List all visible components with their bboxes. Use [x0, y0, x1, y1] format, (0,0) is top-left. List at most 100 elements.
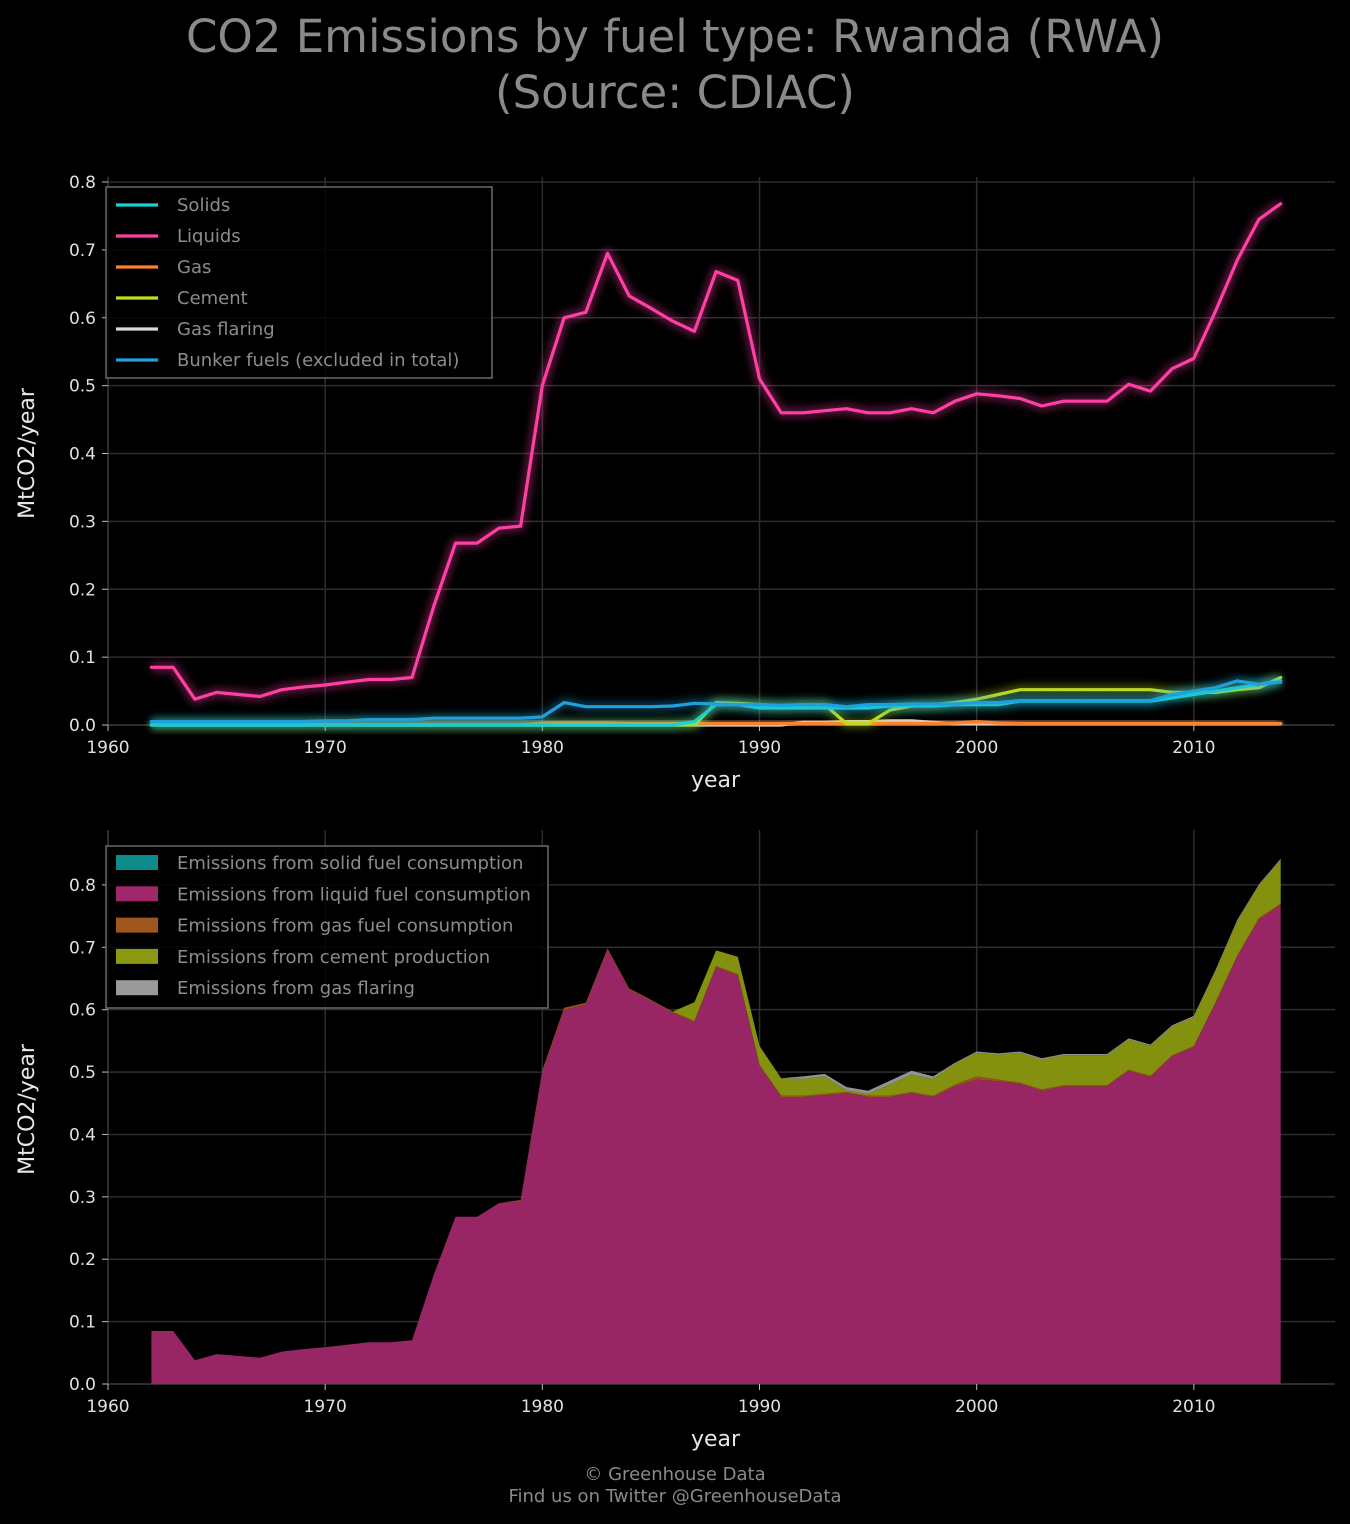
data-point-1-28 — [758, 377, 761, 381]
data-point-5-24 — [671, 704, 674, 708]
data-point-0-14 — [454, 723, 457, 727]
data-point-5-38 — [975, 701, 978, 704]
y-tick-label: 0.4 — [69, 445, 96, 465]
data-point-3-42 — [1062, 688, 1065, 691]
data-point-5-36 — [932, 702, 935, 706]
data-point-2-30 — [801, 722, 805, 725]
data-point-1-0 — [150, 666, 153, 669]
data-point-2-48 — [1192, 722, 1196, 725]
legend-label: Solids — [177, 195, 230, 216]
x-tick-label: 1990 — [738, 1397, 781, 1417]
data-point-1-20 — [584, 311, 587, 314]
y-axis-label: MtCO2/year — [15, 387, 40, 519]
data-point-5-31 — [823, 703, 826, 706]
data-point-1-36 — [932, 411, 935, 414]
data-point-5-5 — [258, 720, 262, 723]
data-point-5-21 — [606, 705, 609, 708]
data-point-5-34 — [888, 703, 892, 706]
chart-title: CO2 Emissions by fuel type: Rwanda (RWA) — [185, 10, 1165, 63]
y-tick-label: 0.6 — [69, 1001, 96, 1021]
legend-swatch — [116, 948, 158, 964]
data-point-1-2 — [193, 698, 197, 701]
data-point-1-37 — [953, 400, 957, 403]
data-point-2-29 — [780, 722, 783, 725]
y-tick-label: 0.3 — [69, 512, 96, 532]
data-point-2-45 — [1127, 722, 1130, 725]
data-point-5-35 — [910, 702, 913, 706]
data-point-1-45 — [1127, 383, 1130, 386]
y-tick-label: 0.8 — [69, 876, 96, 896]
data-point-5-14 — [454, 717, 457, 720]
x-tick-label: 2000 — [955, 738, 998, 758]
data-point-1-9 — [345, 681, 349, 684]
y-axis-label: MtCO2/year — [15, 1043, 40, 1175]
legend-swatch — [116, 855, 158, 870]
data-point-2-40 — [1018, 722, 1022, 725]
data-point-5-22 — [628, 705, 631, 708]
data-point-1-12 — [410, 676, 414, 679]
data-point-5-6 — [280, 720, 283, 723]
data-point-5-2 — [193, 720, 197, 723]
data-point-5-19 — [562, 701, 566, 704]
data-point-0-17 — [519, 723, 522, 727]
data-point-2-35 — [910, 722, 913, 725]
data-point-2-42 — [1062, 722, 1065, 725]
legend-label: Emissions from cement production — [177, 947, 490, 968]
data-point-3-39 — [997, 693, 1000, 696]
legend-box — [105, 845, 549, 1009]
data-point-1-38 — [975, 392, 978, 395]
data-point-5-46 — [1149, 699, 1152, 702]
legend-1: Solids Liquids Gas Cement Gas flaring Bunker … — [105, 186, 493, 379]
y-tick-label: 0.2 — [69, 580, 96, 600]
data-point-1-49 — [1214, 309, 1217, 313]
y-tick-label: 0.1 — [69, 1313, 96, 1333]
x-tick-label: 1960 — [86, 1397, 129, 1417]
data-point-2-36 — [932, 722, 935, 725]
data-point-2-31 — [823, 722, 826, 725]
x-tick-label: 2010 — [1172, 1397, 1215, 1417]
data-point-1-16 — [497, 526, 501, 530]
x-tick-label: 1990 — [738, 738, 781, 758]
y-tick-label: 0.7 — [69, 241, 96, 261]
footer-copyright: © Greenhouse Data — [584, 1464, 766, 1485]
panel-1: 0.0 0.1 0.2 0.3 0.4 0.5 0.6 0.7 0.8 1960 1970 1980 1… — [15, 173, 1335, 793]
data-point-0-23 — [649, 723, 653, 727]
data-point-1-33 — [866, 411, 870, 414]
data-point-1-22 — [628, 294, 631, 298]
y-tick-label: 0.5 — [69, 377, 96, 397]
y-tick-label: 0.2 — [69, 1250, 96, 1270]
data-point-3-41 — [1040, 688, 1044, 691]
legend-swatch — [116, 917, 158, 933]
data-point-1-15 — [475, 541, 479, 545]
data-point-2-51 — [1257, 722, 1261, 725]
data-point-5-51 — [1257, 683, 1261, 686]
data-point-5-7 — [302, 720, 305, 723]
y-tick-label: 0.6 — [69, 309, 96, 329]
data-point-0-16 — [497, 723, 501, 727]
x-tick-label: 1980 — [521, 1397, 564, 1417]
data-point-1-39 — [997, 394, 1000, 398]
legend-label: Emissions from gas fuel consumption — [177, 916, 513, 937]
legend-swatch — [116, 886, 158, 902]
y-tick-label: 0.7 — [69, 938, 96, 958]
data-point-5-20 — [584, 705, 587, 708]
data-point-5-0 — [150, 720, 153, 723]
data-point-5-3 — [215, 720, 218, 723]
data-point-1-6 — [280, 688, 283, 691]
data-point-5-15 — [475, 717, 479, 720]
x-tick-label: 1970 — [304, 1397, 347, 1417]
data-point-3-43 — [1084, 688, 1087, 691]
data-point-5-27 — [736, 703, 739, 706]
data-point-1-43 — [1084, 400, 1087, 403]
data-point-0-15 — [475, 723, 479, 727]
data-point-1-5 — [258, 695, 262, 698]
data-point-1-4 — [237, 693, 240, 696]
data-point-5-40 — [1018, 699, 1022, 702]
data-point-5-50 — [1236, 679, 1239, 683]
data-point-0-19 — [562, 723, 566, 727]
data-point-5-42 — [1062, 699, 1065, 702]
data-point-1-17 — [519, 524, 522, 528]
data-point-1-31 — [823, 409, 826, 412]
data-point-1-21 — [606, 252, 609, 255]
x-axis-label: year — [691, 768, 741, 793]
